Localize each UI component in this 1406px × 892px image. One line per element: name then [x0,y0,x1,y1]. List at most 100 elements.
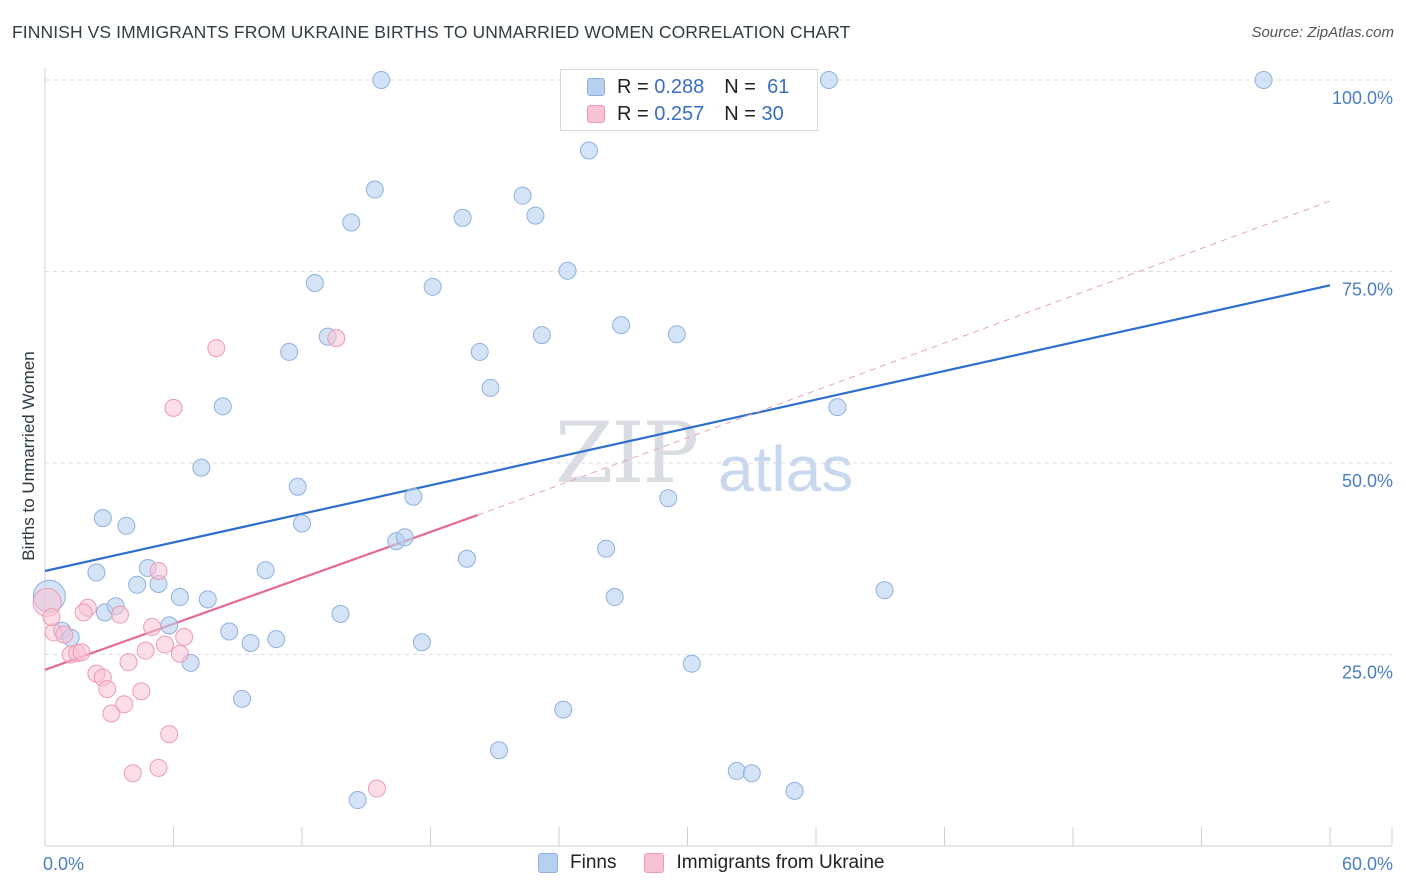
legend-r-ukraine: 0.257 [654,102,705,125]
finns-point [117,516,136,535]
legend-r-finns: 0.288 [654,75,705,98]
ukraine-legend-label: Immigrants from Ukraine [676,852,885,873]
finns-point [828,398,847,417]
ukraine-point [115,695,134,714]
finns-point [558,261,577,280]
finns-point [160,616,179,635]
finns-point [470,342,489,361]
series-legend-ukraine[interactable]: Immigrants from Ukraine [644,852,884,874]
y-tick-label-25: 25.0% [1342,663,1393,683]
finns-legend-label: Finns [570,852,617,873]
ukraine-trend-extension [477,200,1331,516]
finns-point [280,342,299,361]
ukraine-point [119,653,138,672]
finns-point [342,213,361,232]
finns-point [727,761,746,780]
series-legend-finns[interactable]: Finns [538,852,616,874]
finns-point [579,141,598,160]
ukraine-point [110,605,129,624]
ukraine-point [160,725,179,744]
finns-point [481,378,500,397]
x-tick-label-60: 60.0% [1342,854,1393,874]
ukraine-point [149,562,168,581]
finns-point [293,514,311,533]
ukraine-point [327,329,346,348]
x-tick-label-0: 0.0% [43,854,84,874]
finns-point [128,575,147,594]
finns-point [597,539,616,558]
finns-point [412,633,431,652]
finns-point [554,700,573,719]
y-tick-label-75: 75.0% [1342,280,1393,300]
finns-point [404,487,423,506]
y-tick-label-50: 50.0% [1342,471,1393,491]
finns-point [457,549,476,568]
finns-point [612,316,631,335]
finns-legend-swatch [538,853,558,873]
finns-point [526,206,545,225]
ukraine-point [170,644,189,663]
ukraine-point [143,617,162,636]
ukraine-point [155,635,174,654]
legend-n-finns: 61 [767,75,790,98]
finns-point [198,590,217,609]
finns-point [372,71,391,89]
finns-point [423,277,442,296]
finns-point [93,509,112,528]
ukraine-point [74,603,93,622]
source-label: Source: ZipAtlas.com [1251,24,1394,41]
ukraine-point [123,764,142,783]
finns-swatch [587,78,605,96]
ukraine-point [149,758,168,777]
finns-point [1254,71,1273,89]
finns-point [395,528,414,547]
ukraine-point [367,779,386,798]
ukraine-point [132,682,151,701]
finns-point [233,689,252,708]
finns-point [659,489,678,508]
finns-point [667,325,686,344]
finns-point [288,477,307,496]
ukraine-legend-swatch [644,853,665,873]
legend-r-label-2: R = [617,102,649,125]
ukraine-point [55,625,74,644]
watermark-atlas: atlas [718,433,854,505]
legend-r-label: R = [617,75,649,98]
finns-point [605,588,624,607]
ukraine-point [164,398,183,417]
finns-point [256,561,275,580]
legend-n-label: N = [724,75,756,98]
tick-labels: 100.0% 75.0% 50.0% 25.0% 0.0% 60.0% [43,88,1393,874]
ukraine-point [102,704,121,723]
chart-title: FINNISH VS IMMIGRANTS FROM UKRAINE BIRTH… [12,22,851,42]
finns-point [170,588,189,607]
finns-point [742,764,761,783]
ukraine-point [42,607,61,626]
ukraine-point [207,339,226,358]
ukraine-swatch [587,105,605,123]
finns-point [532,326,551,345]
finns-point [490,741,509,760]
y-tick-label-100: 100.0% [1332,88,1393,108]
finns-point [513,186,532,205]
finns-point [819,71,838,89]
ukraine-point [72,643,91,662]
finns-point [331,604,350,623]
ukraine-points [32,329,386,798]
finns-trend-line [44,284,1331,573]
finns-point [785,781,804,800]
ukraine-point [98,679,117,698]
finns-point [365,180,384,199]
finns-point [213,397,232,416]
finns-point [267,630,286,649]
finns-point [682,654,701,673]
finns-point [348,791,367,810]
finns-point [192,458,211,477]
legend-n-label-2: N = [724,102,756,125]
correlation-legend: R = 0.288 N = 61 R = 0.257 N = 30 [560,69,818,131]
ukraine-point [175,627,194,646]
finns-point [87,563,106,582]
finns-point [875,581,894,600]
y-axis-label: Births to Unmarried Women [19,351,38,560]
